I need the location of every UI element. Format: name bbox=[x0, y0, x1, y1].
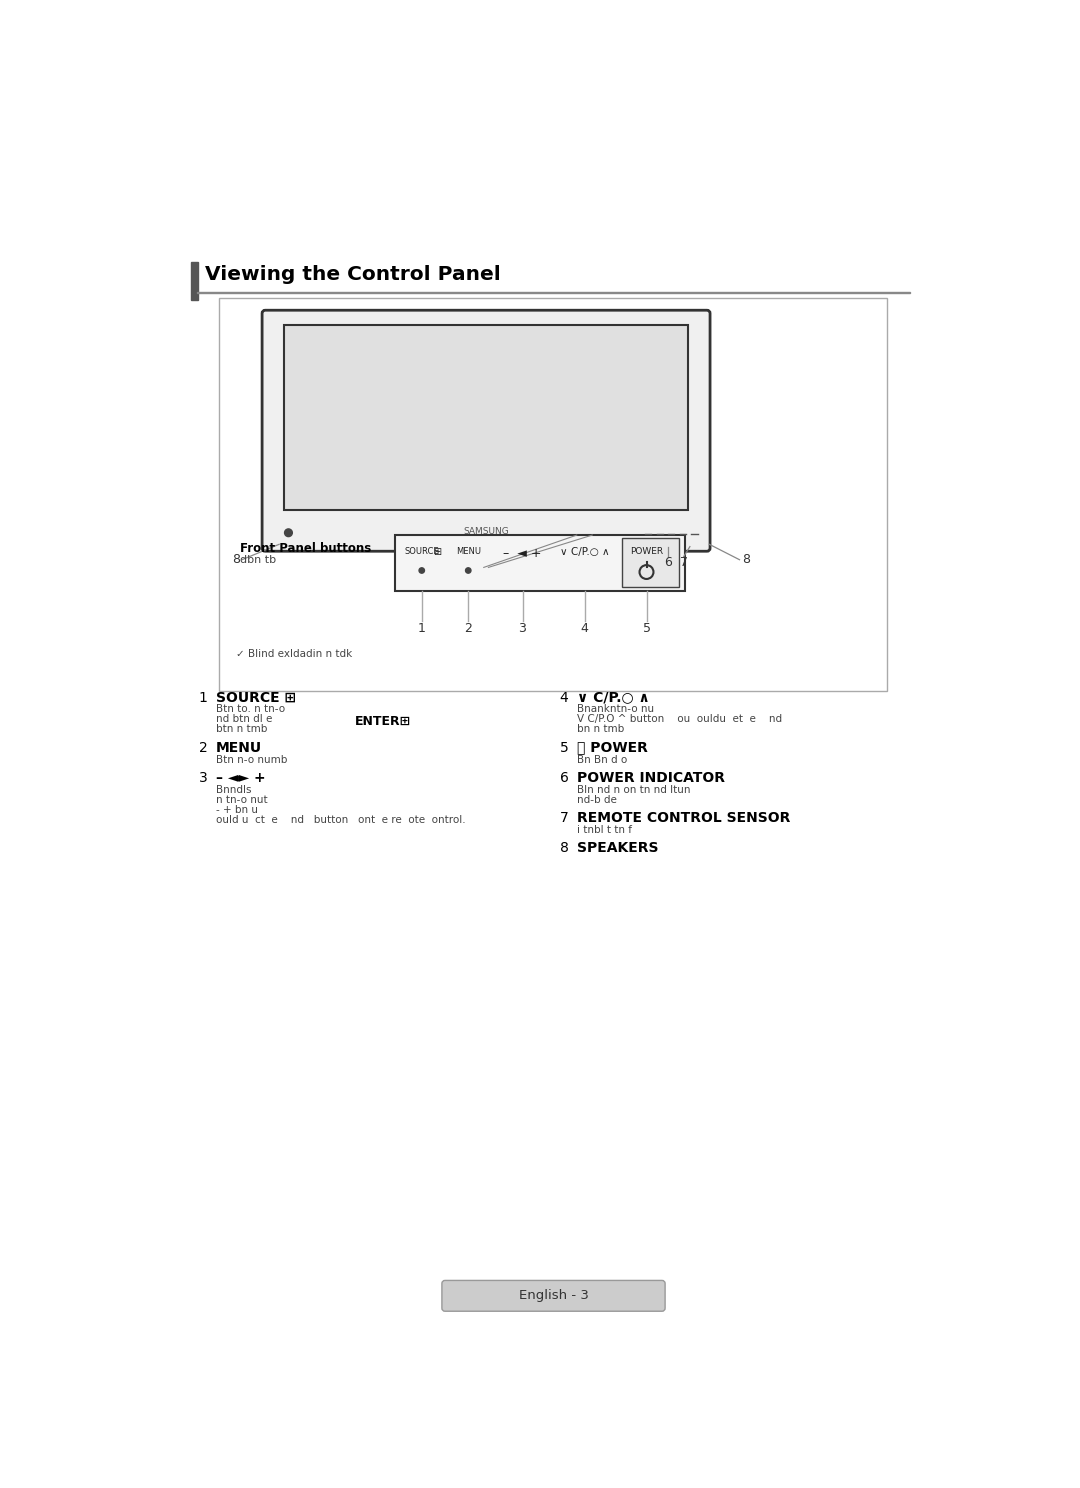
Text: ∨ C/P.○ ∧: ∨ C/P.○ ∧ bbox=[559, 546, 609, 557]
Text: SAMSUNG: SAMSUNG bbox=[463, 527, 509, 536]
Text: 3: 3 bbox=[199, 771, 207, 784]
Text: Bnndls: Bnndls bbox=[216, 784, 252, 795]
Text: Btn n-o numb: Btn n-o numb bbox=[216, 754, 287, 765]
Text: 3: 3 bbox=[518, 622, 526, 635]
Text: Bnankntn-o nu: Bnankntn-o nu bbox=[577, 704, 653, 714]
Text: Bln nd n on tn nd ltun: Bln nd n on tn nd ltun bbox=[577, 784, 690, 795]
Text: i tnbl t tn f: i tnbl t tn f bbox=[577, 824, 632, 835]
Bar bbox=[394, 536, 685, 591]
Text: 1: 1 bbox=[199, 690, 207, 705]
Text: 8: 8 bbox=[232, 554, 240, 567]
Text: 7: 7 bbox=[559, 811, 568, 824]
Bar bbox=[218, 298, 887, 690]
Text: –  ◄ +: – ◄ + bbox=[503, 546, 542, 559]
Text: 7: 7 bbox=[679, 555, 688, 568]
Bar bbox=[440, 567, 532, 574]
Text: 5: 5 bbox=[559, 741, 568, 754]
Text: SPEAKERS: SPEAKERS bbox=[577, 841, 658, 854]
Circle shape bbox=[465, 568, 471, 573]
Text: V C/P.O ^ button    ou  ouldu  et  e    nd: V C/P.O ^ button ou ouldu et e nd bbox=[577, 714, 782, 725]
Text: 2: 2 bbox=[199, 741, 207, 754]
Text: MENU: MENU bbox=[456, 546, 481, 555]
Text: nd btn dl e: nd btn dl e bbox=[216, 714, 272, 725]
Text: 6: 6 bbox=[664, 555, 672, 568]
Text: ⏻ POWER: ⏻ POWER bbox=[577, 741, 648, 754]
Text: POWER: POWER bbox=[630, 546, 663, 555]
Text: SOURCE ⊞: SOURCE ⊞ bbox=[216, 690, 296, 705]
Text: English - 3: English - 3 bbox=[518, 1289, 589, 1302]
Text: Viewing the Control Panel: Viewing the Control Panel bbox=[205, 265, 500, 284]
Text: dbn tb: dbn tb bbox=[240, 555, 275, 565]
Text: 4: 4 bbox=[559, 690, 568, 705]
Text: ⊞: ⊞ bbox=[433, 546, 442, 557]
Text: ∨ C/P.○ ∧: ∨ C/P.○ ∧ bbox=[577, 690, 649, 705]
Text: ould u  ct  e    nd   button   ont  e re  ote  ontrol.: ould u ct e nd button ont e re ote ontro… bbox=[216, 814, 465, 824]
Text: - + bn u: - + bn u bbox=[216, 805, 258, 814]
Text: 2: 2 bbox=[464, 622, 472, 635]
Text: nd-b de: nd-b de bbox=[577, 795, 617, 805]
Bar bbox=[191, 262, 198, 301]
Text: SOURCE: SOURCE bbox=[404, 546, 440, 555]
Text: – ◄► +: – ◄► + bbox=[216, 771, 266, 784]
Text: 8: 8 bbox=[742, 554, 750, 567]
FancyBboxPatch shape bbox=[262, 310, 710, 551]
Bar bbox=[622, 539, 679, 588]
Text: ENTER⊞: ENTER⊞ bbox=[355, 714, 411, 728]
Text: btn n tmb: btn n tmb bbox=[216, 725, 267, 735]
Text: n tn-o nut: n tn-o nut bbox=[216, 795, 267, 805]
FancyBboxPatch shape bbox=[442, 1281, 665, 1311]
Text: 5: 5 bbox=[643, 622, 650, 635]
Text: 8: 8 bbox=[559, 841, 568, 854]
Text: bn n tmb: bn n tmb bbox=[577, 725, 624, 735]
Circle shape bbox=[284, 528, 293, 537]
Bar bbox=[472, 551, 500, 567]
Text: Front Panel buttons: Front Panel buttons bbox=[240, 542, 370, 555]
Text: 1: 1 bbox=[418, 622, 426, 635]
Text: MENU: MENU bbox=[216, 741, 261, 754]
Text: 4: 4 bbox=[581, 622, 589, 635]
Text: Btn to. n tn-o: Btn to. n tn-o bbox=[216, 704, 285, 714]
Text: POWER INDICATOR: POWER INDICATOR bbox=[577, 771, 725, 784]
Text: Bn Bn d o: Bn Bn d o bbox=[577, 754, 627, 765]
Text: ✓ Blind exldadin n tdk: ✓ Blind exldadin n tdk bbox=[235, 649, 352, 659]
Text: 6: 6 bbox=[559, 771, 568, 784]
Text: REMOTE CONTROL SENSOR: REMOTE CONTROL SENSOR bbox=[577, 811, 791, 824]
Bar bbox=[284, 324, 688, 510]
Circle shape bbox=[419, 568, 424, 573]
